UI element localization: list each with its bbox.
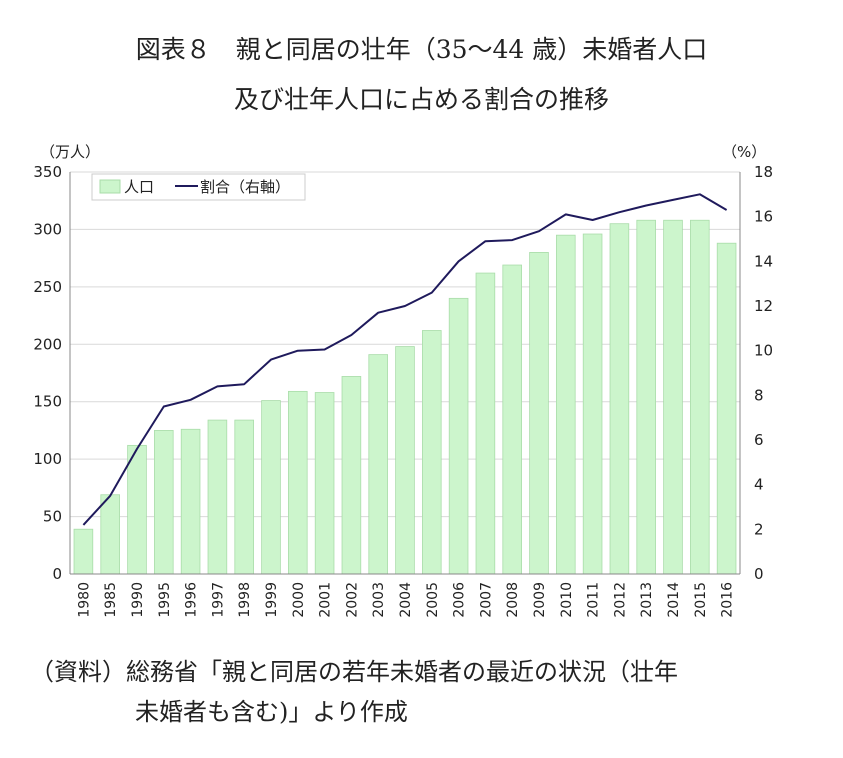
bar: [100, 494, 120, 575]
left-tick-label: 150: [33, 393, 62, 411]
bar: [556, 234, 576, 575]
right-tick-label: 12: [754, 297, 773, 315]
bar: [475, 272, 496, 575]
right-tick-label: 14: [754, 252, 773, 270]
x-tick-label: 1995: [157, 582, 173, 618]
x-tick-label: 1999: [264, 582, 280, 618]
right-tick-label: 2: [754, 520, 764, 538]
x-tick-label: 2010: [559, 582, 575, 618]
x-tick-label: 1997: [210, 582, 226, 618]
bar: [529, 251, 549, 575]
x-tick-label: 2000: [291, 582, 307, 618]
x-tick-label: 2007: [478, 582, 494, 618]
x-tick-label: 2004: [398, 582, 414, 618]
x-tick-label: 1990: [130, 582, 146, 618]
right-tick-label: 8: [754, 386, 764, 404]
x-tick-label: 2001: [318, 582, 334, 618]
chart-svg: 0 50 100 150 200 250 300 350 0 2 4 6 8 10 12 14 16 18 19…: [33, 143, 773, 618]
bar: [368, 354, 388, 575]
x-tick-label: 2009: [532, 582, 548, 618]
legend-label-population: 人口: [124, 178, 154, 196]
x-tick-label: 2014: [666, 582, 682, 618]
bar: [180, 428, 201, 575]
bar: [716, 242, 737, 575]
left-tick-label: 50: [43, 508, 62, 526]
right-axis-labels: 0 2 4 6 8 10 12 14 16 18: [754, 163, 773, 583]
bar: [663, 219, 683, 575]
chart-title-line1: 図表８ 親と同居の壮年（35～44 歳）未婚者人口: [135, 35, 708, 64]
bar: [422, 330, 442, 575]
x-tick-label: 2015: [693, 582, 709, 618]
source-note-line1: （資料）総務省「親と同居の若年未婚者の最近の状況（壮年: [30, 658, 678, 686]
x-tick-label: 2002: [344, 582, 360, 618]
bar: [207, 419, 228, 575]
left-tick-label: 350: [33, 163, 62, 181]
left-tick-label: 300: [33, 220, 62, 238]
x-tick-label: 2016: [720, 582, 736, 618]
x-tick-label: 1996: [184, 582, 200, 618]
right-tick-label: 10: [754, 342, 773, 360]
x-tick-label: 2011: [586, 582, 602, 618]
legend: 人口 割合（右軸）: [91, 173, 306, 201]
left-axis-unit: （万人）: [40, 143, 100, 161]
x-axis-labels: 1980 1985 1990 1995 1996 1997 1998 1999 2000 2001…: [76, 582, 735, 618]
bar: [502, 264, 522, 575]
chart-title-line2: 及び壮年人口に占める割合の推移: [233, 85, 609, 114]
bar: [582, 233, 603, 575]
axes: [69, 172, 741, 575]
x-tick-label: 2005: [425, 582, 441, 618]
ratio-line: [82, 193, 728, 526]
x-tick-label: 1985: [103, 582, 119, 618]
right-tick-label: 18: [754, 163, 773, 181]
bar: [395, 346, 415, 575]
right-tick-label: 6: [754, 431, 764, 449]
left-tick-label: 200: [33, 335, 62, 353]
bar: [636, 219, 656, 575]
bar: [127, 444, 147, 575]
bar: [314, 392, 335, 575]
x-tick-label: 2012: [612, 582, 628, 618]
x-tick-label: 2008: [505, 582, 521, 618]
bar: [288, 390, 308, 575]
x-tick-label: 1980: [76, 582, 92, 618]
legend-label-ratio: 割合（右軸）: [200, 178, 290, 196]
bar: [609, 223, 630, 575]
right-tick-label: 4: [754, 476, 764, 494]
bar: [448, 297, 469, 575]
right-tick-label: 0: [754, 565, 764, 583]
left-tick-label: 0: [52, 565, 62, 583]
bar: [341, 376, 362, 575]
x-tick-label: 2006: [452, 582, 468, 618]
bar-series: [73, 219, 737, 575]
right-tick-label: 16: [754, 208, 773, 226]
right-axis-unit: （%）: [722, 143, 766, 161]
bar: [261, 400, 281, 575]
left-axis-labels: 0 50 100 150 200 250 300 350: [33, 163, 62, 583]
source-note-line2: 未婚者も含む)」より作成: [135, 698, 408, 726]
bar: [690, 219, 710, 575]
bar: [234, 419, 254, 575]
legend-swatch-population: [99, 179, 121, 194]
left-tick-label: 250: [33, 278, 62, 296]
x-tick-label: 1998: [237, 582, 253, 618]
bar: [73, 528, 94, 575]
line-series: [82, 193, 728, 526]
x-tick-label: 2003: [371, 582, 387, 618]
bar: [154, 430, 174, 575]
x-tick-label: 2013: [639, 582, 655, 618]
left-tick-label: 100: [33, 450, 62, 468]
